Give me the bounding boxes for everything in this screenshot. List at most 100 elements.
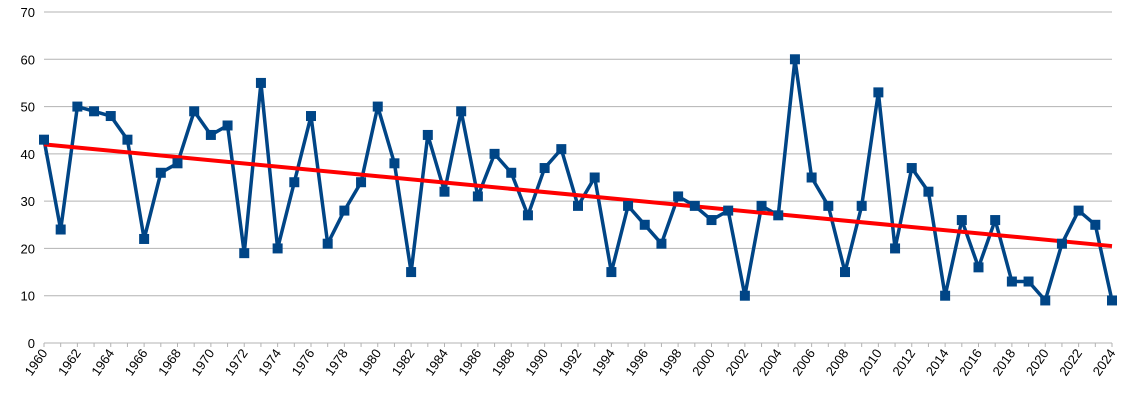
- x-tick-label: 1998: [656, 346, 685, 378]
- marker: [1090, 219, 1101, 230]
- x-tick-label: 1980: [355, 346, 384, 378]
- x-tick-label: 1964: [88, 346, 117, 378]
- marker: [306, 111, 316, 122]
- x-tick-label: 2014: [923, 346, 952, 378]
- marker: [1056, 238, 1067, 249]
- x-tick-label: 1988: [489, 346, 518, 378]
- x-tick-label: 2004: [756, 346, 785, 378]
- marker: [89, 106, 100, 117]
- y-tick-label: 40: [21, 147, 35, 162]
- x-tick-label: 1994: [589, 346, 618, 378]
- marker: [339, 205, 350, 216]
- marker: [55, 224, 66, 235]
- marker: [1006, 276, 1017, 287]
- marker: [322, 238, 333, 249]
- marker: [789, 54, 800, 65]
- marker: [739, 290, 750, 301]
- x-tick-label: 2022: [1056, 346, 1085, 378]
- marker: [389, 158, 400, 169]
- marker: [756, 200, 767, 211]
- x-tick-label: 1974: [255, 346, 284, 378]
- x-tick-label: 2024: [1090, 346, 1119, 378]
- data-line: [42, 57, 1114, 303]
- y-tick-label: 60: [21, 52, 35, 67]
- x-tick-label: 1978: [322, 346, 351, 378]
- x-tick-label: 1992: [556, 346, 585, 378]
- marker: [172, 158, 183, 169]
- y-tick-label: 20: [21, 241, 35, 256]
- x-tick-label: 1976: [289, 346, 318, 378]
- marker: [990, 215, 1001, 226]
- x-tick-label: 2002: [722, 346, 751, 378]
- marker: [39, 134, 49, 145]
- marker: [255, 77, 266, 88]
- marker: [589, 172, 600, 183]
- marker: [272, 243, 283, 254]
- marker: [155, 167, 166, 178]
- x-tick-label: 2010: [856, 346, 885, 378]
- x-tick-label: 1962: [55, 346, 84, 378]
- x-tick-label: 1966: [122, 346, 151, 378]
- marker: [1023, 276, 1034, 287]
- marker: [773, 210, 784, 221]
- marker: [723, 205, 734, 216]
- marker: [923, 186, 934, 197]
- x-tick-label: 2020: [1023, 346, 1052, 378]
- x-tick-label: 1990: [522, 346, 551, 378]
- marker: [1073, 205, 1084, 216]
- y-tick-label: 10: [21, 289, 35, 304]
- marker: [940, 290, 951, 301]
- trend-line: [43, 142, 1113, 249]
- x-tick-label: 1960: [22, 346, 51, 378]
- marker: [873, 87, 884, 98]
- x-tick-label: 1972: [222, 346, 251, 378]
- marker: [522, 210, 533, 221]
- marker: [139, 233, 150, 244]
- marker: [1040, 295, 1051, 306]
- marker: [840, 267, 850, 278]
- x-tick-label: 2018: [989, 346, 1018, 378]
- y-tick-label: 70: [21, 5, 35, 20]
- marker: [289, 177, 300, 188]
- marker: [189, 106, 200, 117]
- marker: [105, 111, 116, 122]
- marker: [689, 200, 700, 211]
- marker: [539, 163, 550, 174]
- x-tick-label: 1996: [622, 346, 651, 378]
- x-tick-label: 1968: [155, 346, 184, 378]
- marker: [556, 144, 567, 155]
- y-tick-label: 0: [28, 336, 35, 351]
- y-tick-label: 30: [21, 194, 35, 209]
- x-tick-label: 2012: [889, 346, 918, 378]
- marker: [1107, 295, 1117, 306]
- x-tick-label: 1982: [389, 346, 418, 378]
- marker: [623, 200, 634, 211]
- marker: [406, 267, 417, 278]
- marker: [456, 106, 467, 117]
- x-tick-label: 1984: [422, 346, 451, 378]
- marker: [856, 200, 867, 211]
- marker: [422, 129, 433, 140]
- marker: [72, 101, 83, 112]
- x-tick-label: 1986: [455, 346, 484, 378]
- marker: [706, 215, 717, 226]
- marker: [906, 163, 917, 174]
- marker: [122, 134, 133, 145]
- marker: [656, 238, 667, 249]
- marker: [372, 101, 383, 112]
- marker: [439, 186, 450, 197]
- marker: [890, 243, 901, 254]
- marker: [489, 148, 500, 159]
- marker: [956, 215, 967, 226]
- marker: [356, 177, 367, 188]
- marker: [973, 262, 984, 273]
- x-tick-label: 1970: [188, 346, 217, 378]
- marker: [673, 191, 684, 202]
- marker: [506, 167, 517, 178]
- marker: [239, 248, 250, 259]
- marker: [573, 200, 583, 211]
- marker: [639, 219, 650, 230]
- marker: [806, 172, 817, 183]
- marker: [606, 267, 617, 278]
